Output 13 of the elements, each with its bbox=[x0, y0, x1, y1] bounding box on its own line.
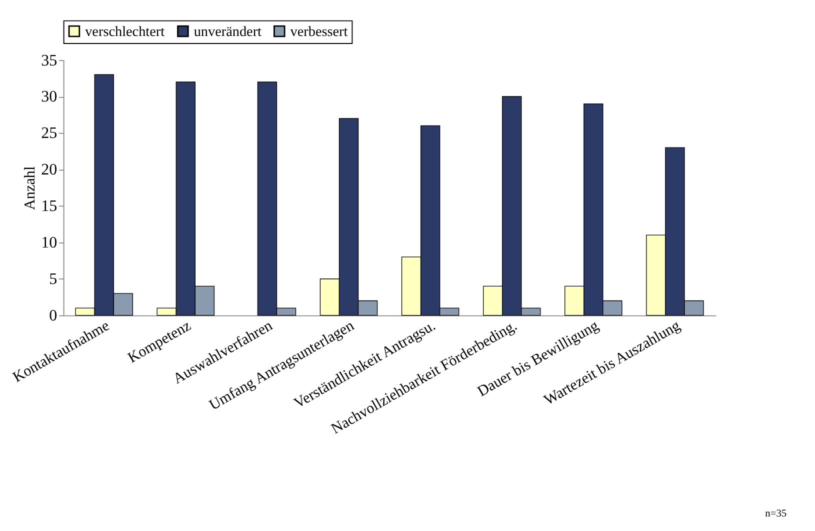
legend-label: verbessert bbox=[290, 24, 348, 40]
y-tick-label: 10 bbox=[41, 234, 58, 252]
legend-label: verschlechtert bbox=[85, 24, 165, 40]
y-axis-title: Anzahl bbox=[22, 166, 39, 210]
y-tick-label: 25 bbox=[41, 125, 58, 142]
y-tick-label: 35 bbox=[41, 52, 58, 70]
y-tick-label: 5 bbox=[49, 271, 58, 288]
text: n=35 bbox=[765, 508, 787, 520]
y-tick-label: 15 bbox=[41, 198, 58, 216]
legend-label: unverändert bbox=[194, 24, 262, 40]
y-tick-label: 30 bbox=[41, 88, 58, 106]
y-tick-label: 0 bbox=[49, 308, 58, 325]
y-tick-label: 20 bbox=[41, 162, 58, 179]
